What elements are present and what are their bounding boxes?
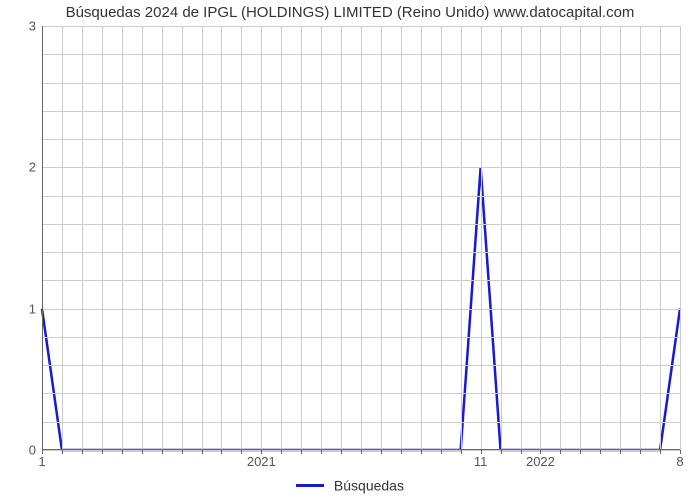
gridline-vertical (600, 26, 601, 450)
gridline-vertical (102, 26, 103, 450)
x-minor-tick (461, 450, 462, 454)
x-minor-tick (182, 450, 183, 454)
gridline-vertical (580, 26, 581, 450)
x-minor-tick (122, 450, 123, 454)
x-minor-tick (341, 450, 342, 454)
x-minor-tick (301, 450, 302, 454)
y-tick-label: 2 (29, 160, 42, 175)
x-minor-tick (580, 450, 581, 454)
x-minor-tick (102, 450, 103, 454)
x-minor-tick (521, 450, 522, 454)
x-minor-tick (441, 450, 442, 454)
gridline-vertical (660, 26, 661, 450)
x-minor-tick (221, 450, 222, 454)
gridline-vertical (620, 26, 621, 450)
x-minor-tick (361, 450, 362, 454)
gridline-vertical (221, 26, 222, 450)
x-tick-label: 8 (676, 450, 683, 469)
x-minor-tick (401, 450, 402, 454)
gridline-vertical (540, 26, 541, 450)
gridline-vertical (261, 26, 262, 450)
x-minor-tick (62, 450, 63, 454)
x-minor-tick (142, 450, 143, 454)
gridline-vertical (421, 26, 422, 450)
x-tick-label: 1 (38, 450, 45, 469)
x-minor-tick (660, 450, 661, 454)
gridline-vertical (341, 26, 342, 450)
x-minor-tick (281, 450, 282, 454)
gridline-vertical (381, 26, 382, 450)
x-minor-tick (501, 450, 502, 454)
y-tick-label: 1 (29, 301, 42, 316)
y-axis-line (42, 26, 43, 450)
gridline-vertical (182, 26, 183, 450)
x-minor-tick (560, 450, 561, 454)
x-tick-label: 2021 (247, 450, 276, 469)
x-tick-label: 11 (474, 450, 488, 469)
chart-title: Búsquedas 2024 de IPGL (HOLDINGS) LIMITE… (0, 4, 700, 21)
x-minor-tick (381, 450, 382, 454)
gridline-vertical (521, 26, 522, 450)
gridline-vertical (680, 26, 681, 450)
x-tick-label: 2022 (526, 450, 555, 469)
gridline-vertical (142, 26, 143, 450)
gridline-vertical (560, 26, 561, 450)
gridline-vertical (640, 26, 641, 450)
gridline-vertical (301, 26, 302, 450)
legend-series-label: Búsquedas (334, 477, 404, 493)
gridline-vertical (162, 26, 163, 450)
gridline-vertical (441, 26, 442, 450)
x-minor-tick (640, 450, 641, 454)
x-minor-tick (421, 450, 422, 454)
x-minor-tick (202, 450, 203, 454)
gridline-vertical (461, 26, 462, 450)
legend-series-swatch (296, 484, 324, 487)
gridline-vertical (241, 26, 242, 450)
gridline-vertical (62, 26, 63, 450)
gridline-vertical (501, 26, 502, 450)
x-minor-tick (82, 450, 83, 454)
x-minor-tick (241, 450, 242, 454)
x-minor-tick (162, 450, 163, 454)
gridline-vertical (401, 26, 402, 450)
gridline-vertical (202, 26, 203, 450)
x-minor-tick (600, 450, 601, 454)
x-minor-tick (321, 450, 322, 454)
y-tick-label: 3 (29, 19, 42, 34)
x-minor-tick (620, 450, 621, 454)
plot-area: 0123120211120228 (42, 26, 680, 450)
gridline-vertical (361, 26, 362, 450)
gridline-vertical (321, 26, 322, 450)
gridline-vertical (122, 26, 123, 450)
legend: Búsquedas (0, 476, 700, 493)
gridline-vertical (82, 26, 83, 450)
gridline-vertical (481, 26, 482, 450)
gridline-vertical (281, 26, 282, 450)
